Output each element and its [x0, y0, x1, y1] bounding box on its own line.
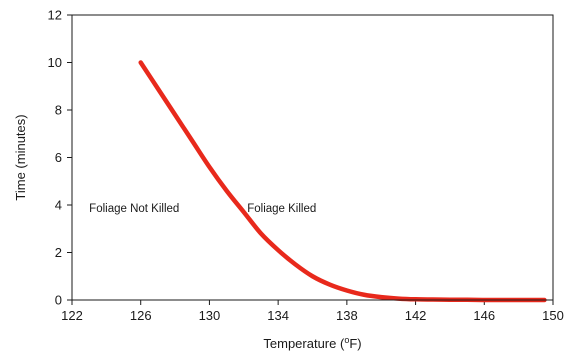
annotations-layer: Foliage Not Killed Foliage Killed [89, 203, 316, 215]
y-tick-label-1: 2 [55, 245, 62, 260]
x-tick-label-4: 138 [336, 308, 358, 323]
x-tick-label-6: 146 [473, 308, 495, 323]
y-tick-label-4: 8 [55, 103, 62, 118]
y-tick-label-0: 0 [55, 293, 62, 308]
x-axis-ticks: 122 126 130 134 138 142 146 150 [61, 300, 564, 323]
y-axis-title: Time (minutes) [13, 114, 28, 200]
annotation-0: Foliage Not Killed [89, 203, 179, 215]
series-line-0 [138, 60, 547, 303]
y-tick-label-3: 6 [55, 150, 62, 165]
plot-frame [71, 14, 554, 301]
x-tick-label-7: 150 [542, 308, 564, 323]
x-tick-label-3: 134 [267, 308, 289, 323]
x-tick-label-1: 126 [130, 308, 152, 323]
x-tick-label-2: 130 [199, 308, 221, 323]
annotation-1: Foliage Killed [247, 203, 316, 215]
series-layer [138, 60, 547, 303]
x-tick-label-0: 122 [61, 308, 83, 323]
y-tick-label-5: 10 [48, 55, 62, 70]
x-tick-label-5: 142 [405, 308, 427, 323]
x-axis-title-superscript: o [344, 335, 349, 345]
y-tick-label-6: 12 [48, 8, 62, 23]
y-tick-label-2: 4 [55, 198, 62, 213]
x-axis-title-unit: F) [349, 336, 361, 351]
y-axis-ticks: 0 2 4 6 8 10 12 [48, 8, 72, 308]
x-axis-title: Temperature (oF) [263, 335, 361, 351]
x-axis-title-main: Temperature ( [263, 336, 345, 351]
